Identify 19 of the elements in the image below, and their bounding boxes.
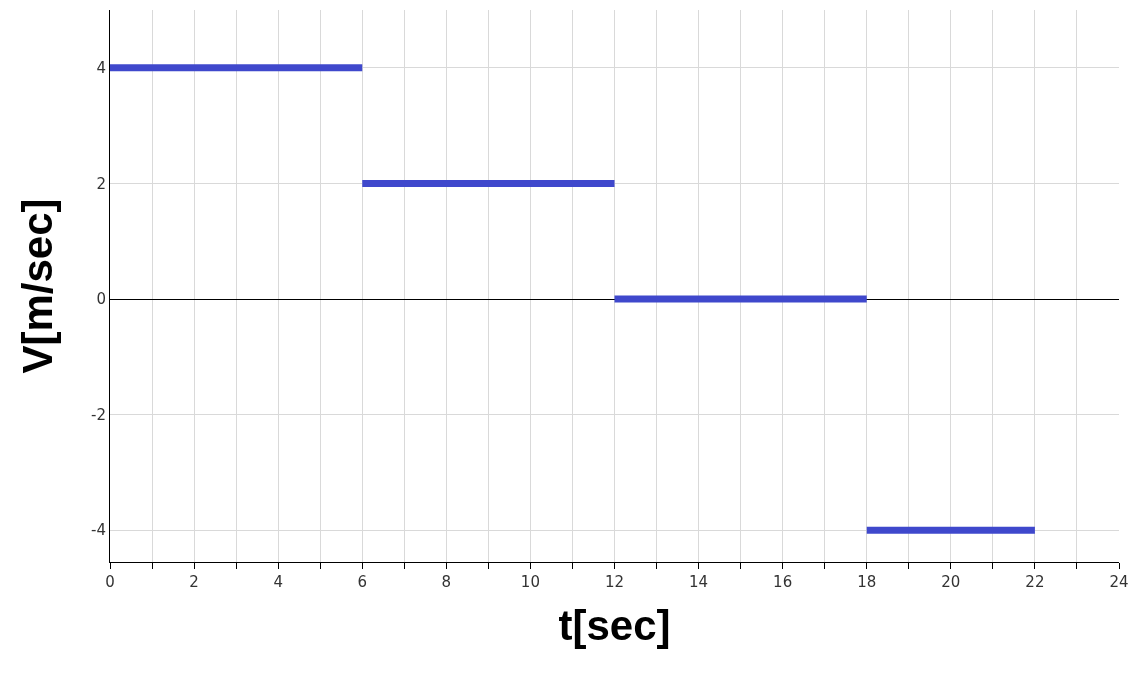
x-tick-label: 2 [189,573,199,591]
y-tick-label: 4 [96,59,106,78]
x-tick-label: 14 [689,573,709,591]
x-tick-label: 4 [273,573,283,591]
y-tick-label: 0 [96,290,106,309]
y-tick-label: -4 [91,521,106,540]
x-tick-label: 22 [1025,573,1045,591]
y-axis-title: V[m/sec] [13,198,61,374]
y-tick-label: -2 [91,405,106,424]
x-tick-label: 8 [441,573,452,591]
x-axis-title: t[sec] [558,601,671,649]
x-tick-label: 18 [857,573,877,591]
y-tick-label: 2 [96,174,106,193]
x-tick-label: 20 [941,573,961,591]
x-tick-label: 12 [604,573,625,591]
x-tick-label: 10 [520,573,540,591]
x-tick-label: 24 [1109,573,1129,591]
x-tick-label: 16 [773,573,793,591]
x-tick-label: 6 [357,573,368,591]
